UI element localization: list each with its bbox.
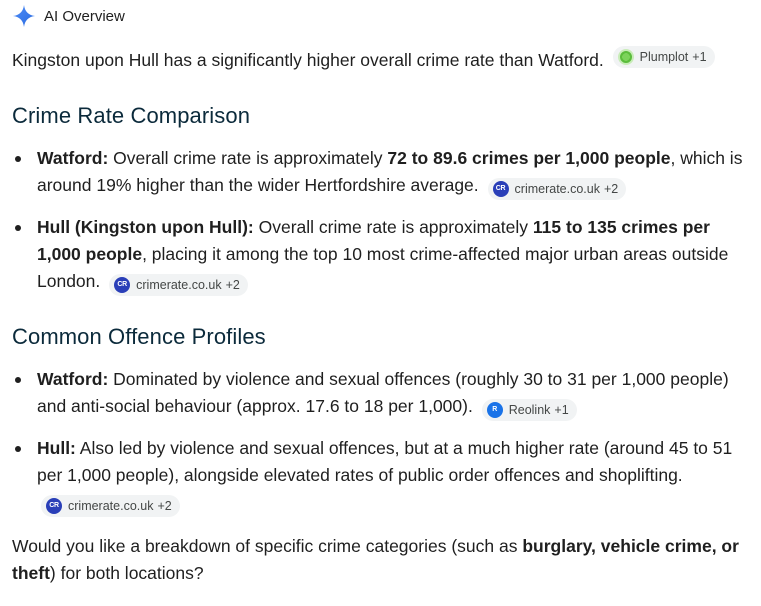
followup-question: Would you like a breakdown of specific c… bbox=[12, 533, 757, 587]
chip-extra-count: +2 bbox=[603, 182, 619, 196]
section-heading-crime-rate: Crime Rate Comparison bbox=[12, 103, 251, 128]
chip-source: crimerate.co.uk bbox=[136, 278, 222, 292]
item-label: Hull (Kingston upon Hull): bbox=[37, 217, 254, 237]
item-bold: 72 to 89.6 crimes per 1,000 people bbox=[387, 148, 671, 168]
list-item: Watford: Overall crime rate is approxima… bbox=[12, 145, 752, 200]
source-chip-reolink[interactable]: R Reolink +1 bbox=[481, 399, 577, 421]
item-label: Hull: bbox=[37, 438, 76, 458]
intro-text: Kingston upon Hull has a significantly h… bbox=[12, 50, 604, 70]
source-chip-crimerate[interactable]: CR crimerate.co.uk +2 bbox=[487, 178, 627, 200]
crimerate-icon: CR bbox=[492, 181, 509, 197]
ai-overview-header: AI Overview bbox=[12, 4, 125, 28]
item-text: Also led by violence and sexual offences… bbox=[37, 438, 733, 485]
crimerate-icon: CR bbox=[46, 498, 62, 514]
list-item: Hull (Kingston upon Hull): Overall crime… bbox=[12, 214, 752, 296]
item-label: Watford: bbox=[37, 369, 109, 389]
sparkle-icon bbox=[13, 5, 35, 27]
offence-profiles-list: Watford: Dominated by violence and sexua… bbox=[12, 366, 752, 531]
bullet bbox=[15, 446, 21, 452]
item-text: Overall crime rate is approximately bbox=[108, 148, 388, 168]
header-title: AI Overview bbox=[44, 7, 125, 25]
followup-bold: burglary, vehicle crime, or theft bbox=[12, 536, 739, 583]
bullet bbox=[15, 377, 21, 383]
plumplot-icon bbox=[617, 49, 634, 65]
item-text: , which is around 19% higher than the wi… bbox=[37, 148, 743, 195]
section-heading-offence-profiles: Common Offence Profiles bbox=[12, 324, 266, 349]
bullet bbox=[15, 225, 21, 231]
chip-source: Plumplot bbox=[639, 50, 689, 64]
item-text: Overall crime rate is approximately bbox=[253, 217, 533, 237]
item-label: Watford: bbox=[37, 148, 109, 168]
source-chip-crimerate[interactable]: CR crimerate.co.uk +2 bbox=[41, 495, 180, 517]
item-bold: 115 to 135 crimes per 1,000 people bbox=[37, 217, 710, 264]
item-text: Dominated by violence and sexual offence… bbox=[37, 369, 729, 416]
list-item: Hull: Also led by violence and sexual of… bbox=[12, 435, 752, 517]
list-item: Watford: Dominated by violence and sexua… bbox=[12, 366, 752, 421]
chip-source: crimerate.co.uk bbox=[514, 182, 600, 196]
source-chip-crimerate[interactable]: CR crimerate.co.uk +2 bbox=[109, 274, 248, 296]
source-chip-plumplot[interactable]: Plumplot +1 bbox=[612, 46, 715, 68]
chip-extra-count: +1 bbox=[692, 50, 707, 64]
bullet bbox=[15, 156, 21, 162]
crime-rate-list: Watford: Overall crime rate is approxima… bbox=[12, 145, 752, 310]
chip-source: crimerate.co.uk bbox=[68, 499, 154, 513]
chip-extra-count: +2 bbox=[225, 278, 240, 292]
followup-text: Would you like a breakdown of specific c… bbox=[12, 536, 523, 556]
chip-source: Reolink bbox=[508, 403, 551, 417]
chip-extra-count: +2 bbox=[157, 499, 172, 513]
chip-extra-count: +1 bbox=[554, 403, 569, 417]
reolink-icon: R bbox=[486, 402, 503, 418]
followup-text: ) for both locations? bbox=[49, 563, 204, 583]
crimerate-icon: CR bbox=[114, 277, 131, 293]
intro-paragraph: Kingston upon Hull has a significantly h… bbox=[12, 46, 757, 74]
item-text: , placing it among the top 10 most crime… bbox=[37, 244, 729, 291]
